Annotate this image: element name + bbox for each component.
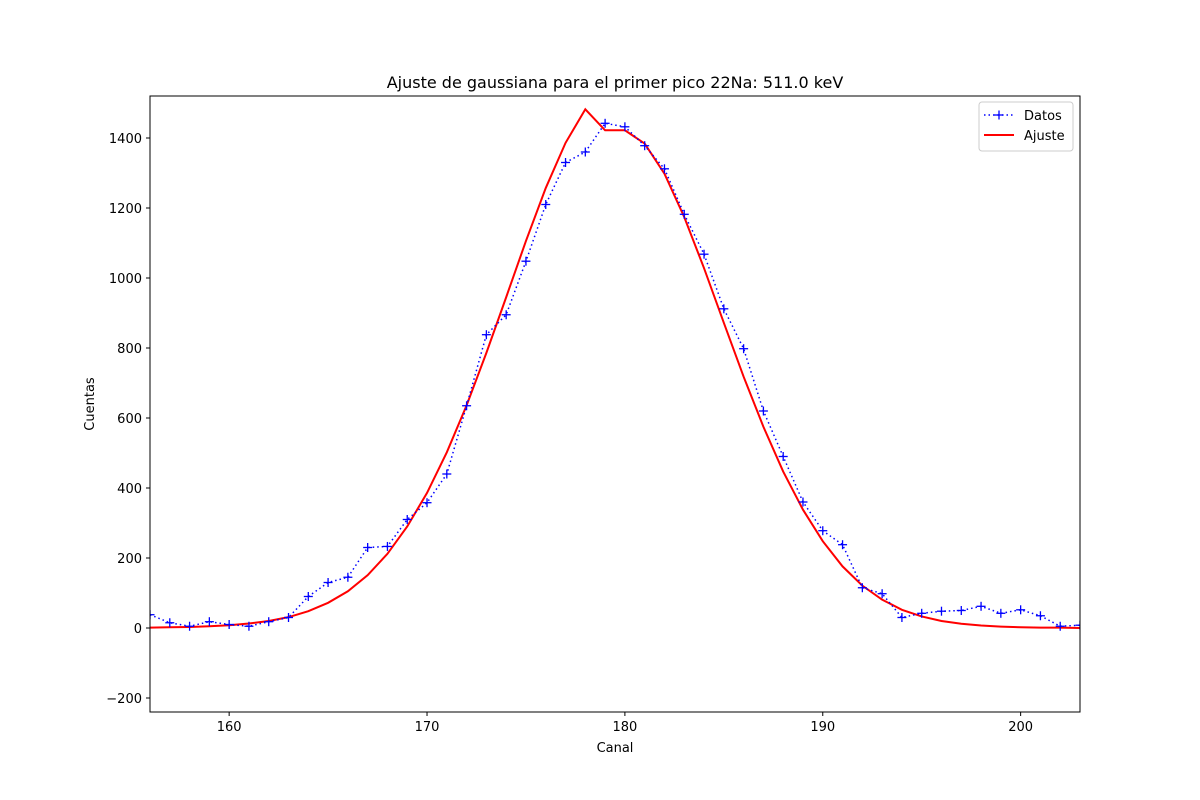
datos-point <box>224 620 234 629</box>
datos-point <box>719 304 729 314</box>
plot-series <box>150 107 1080 631</box>
datos-point <box>442 469 452 479</box>
datos-point <box>659 164 669 174</box>
y-tick-label: 1200 <box>109 202 142 217</box>
datos-point <box>600 118 610 128</box>
datos-point <box>521 256 531 266</box>
x-tick-label: 200 <box>1008 720 1033 735</box>
x-tick-label: 190 <box>810 720 835 735</box>
datos-point <box>956 606 966 615</box>
datos-point <box>402 515 412 524</box>
datos-point <box>481 330 491 340</box>
x-axis-label: Canal <box>597 741 634 756</box>
datos-point <box>917 608 927 618</box>
y-axis-ticks: −200 0 200 400 600 800 1000 1200 1400 <box>106 132 150 707</box>
y-tick-label: −200 <box>106 692 142 707</box>
datos-point <box>739 344 749 354</box>
datos-point <box>857 583 867 593</box>
y-tick-label: 400 <box>117 482 142 497</box>
datos-point <box>204 617 214 627</box>
datos-point <box>976 601 986 611</box>
datos-point <box>936 606 946 616</box>
legend-datos-label: Datos <box>1024 109 1062 124</box>
datos-point <box>778 452 788 461</box>
datos-point <box>244 621 254 631</box>
datos-point <box>541 200 551 209</box>
legend: Datos Ajuste <box>978 101 1074 152</box>
series-ajuste-line <box>150 107 1080 629</box>
datos-point <box>422 498 432 508</box>
datos-point <box>897 613 907 622</box>
y-tick-label: 1000 <box>109 272 142 287</box>
legend-ajuste-label: Ajuste <box>1024 129 1065 144</box>
datos-point <box>838 540 848 550</box>
y-tick-label: 0 <box>134 622 142 637</box>
y-tick-label: 200 <box>117 552 142 567</box>
datos-point <box>462 401 472 411</box>
datos-point <box>185 621 195 631</box>
datos-point <box>620 122 630 132</box>
datos-point <box>303 592 313 601</box>
datos-point <box>150 610 155 620</box>
datos-point <box>640 141 650 151</box>
datos-point <box>382 541 392 551</box>
legend-datos-marker <box>994 110 1004 120</box>
datos-point <box>679 209 689 219</box>
datos-point <box>580 147 590 157</box>
x-tick-label: 160 <box>217 720 242 735</box>
datos-point <box>501 310 511 320</box>
datos-point <box>1055 621 1065 631</box>
datos-point <box>323 578 333 587</box>
datos-point <box>699 249 709 259</box>
datos-point <box>798 497 808 507</box>
plot-frame <box>149 95 1081 713</box>
datos-point <box>561 158 571 167</box>
y-axis-label: Cuentas <box>83 377 98 431</box>
datos-point <box>1075 620 1080 630</box>
datos-point <box>264 617 274 627</box>
datos-point <box>1035 611 1045 621</box>
datos-point <box>343 572 353 582</box>
datos-point <box>284 613 294 622</box>
x-axis-ticks: 160 170 180 190 200 <box>217 712 1033 735</box>
datos-point <box>758 406 768 416</box>
datos-point <box>165 618 175 628</box>
x-tick-label: 180 <box>612 720 637 735</box>
datos-point <box>818 526 828 536</box>
y-tick-label: 800 <box>117 342 142 357</box>
datos-point <box>1016 605 1026 615</box>
datos-point <box>996 608 1006 618</box>
datos-point <box>363 543 373 552</box>
y-tick-label: 600 <box>117 412 142 427</box>
datos-point <box>877 589 887 599</box>
y-tick-label: 1400 <box>109 132 142 147</box>
x-tick-label: 170 <box>415 720 440 735</box>
chart-title: Ajuste de gaussiana para el primer pico … <box>387 73 844 92</box>
